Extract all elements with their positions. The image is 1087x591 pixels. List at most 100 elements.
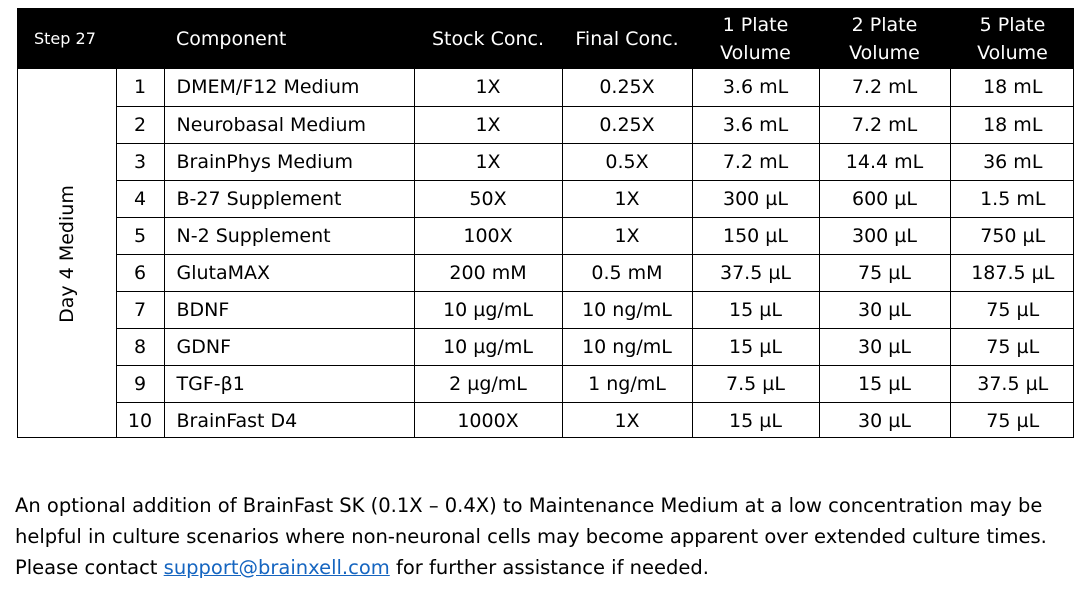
final-conc: 1X: [561, 180, 692, 218]
stock-conc: 1X: [413, 69, 562, 107]
table-row: 2 Neurobasal Medium 1X 0.25X 3.6 mL 7.2 …: [18, 106, 1073, 144]
row-number: 2: [115, 106, 164, 144]
component-name: TGF-β1: [163, 365, 414, 403]
plate1-volume: 300 µL: [691, 180, 819, 218]
plate2-volume: 15 µL: [818, 365, 950, 403]
plate2-volume-header: 2 Plate Volume: [819, 9, 950, 69]
stock-conc: 50X: [413, 180, 562, 218]
plate1-volume: 15 µL: [691, 291, 819, 329]
final-conc: 10 ng/mL: [561, 291, 692, 329]
table-row: 5 N-2 Supplement 100X 1X 150 µL 300 µL 7…: [18, 217, 1073, 255]
row-number: 3: [115, 143, 164, 181]
plate2-header-line2: Volume: [849, 42, 920, 64]
final-conc: 1X: [561, 217, 692, 255]
plate1-volume: 7.2 mL: [691, 143, 819, 181]
stock-conc: 200 mM: [413, 254, 562, 292]
component-name: GlutaMAX: [163, 254, 414, 292]
plate5-volume-header: 5 Plate Volume: [950, 9, 1073, 69]
stock-conc-header: Stock Conc.: [431, 28, 545, 50]
component-name: DMEM/F12 Medium: [163, 69, 414, 107]
plate1-volume: 37.5 µL: [691, 254, 819, 292]
note-paragraph: An optional addition of BrainFast SK (0.…: [15, 490, 1075, 583]
component-name: GDNF: [163, 328, 414, 366]
plate2-volume: 7.2 mL: [818, 69, 950, 107]
day4-medium-label: Day 4 Medium: [55, 185, 78, 323]
plate1-volume-header: 1 Plate Volume: [692, 9, 819, 69]
stock-conc: 100X: [413, 217, 562, 255]
row-number: 7: [115, 291, 164, 329]
final-conc: 1 ng/mL: [561, 365, 692, 403]
final-conc-header: Final Conc.: [575, 28, 679, 50]
row-number: 6: [115, 254, 164, 292]
component-header: Component: [176, 28, 287, 50]
plate5-volume: 37.5 µL: [949, 365, 1073, 403]
final-conc: 10 ng/mL: [561, 328, 692, 366]
stock-conc: 1X: [413, 106, 562, 144]
table-row: 4 B-27 Supplement 50X 1X 300 µL 600 µL 1…: [18, 180, 1073, 218]
plate1-header-line2: Volume: [720, 42, 791, 64]
plate5-volume: 75 µL: [949, 402, 1073, 437]
component-name: B-27 Supplement: [163, 180, 414, 218]
plate1-header-line1: 1 Plate: [722, 14, 789, 36]
step-header: Step 27: [34, 29, 96, 48]
plate5-volume: 18 mL: [949, 106, 1073, 144]
row-number: 1: [115, 69, 164, 107]
component-name: N-2 Supplement: [163, 217, 414, 255]
plate2-volume: 7.2 mL: [818, 106, 950, 144]
table-row: 3 BrainPhys Medium 1X 0.5X 7.2 mL 14.4 m…: [18, 143, 1073, 181]
stock-conc: 1X: [413, 143, 562, 181]
note-text-after: for further assistance if needed.: [389, 556, 709, 579]
plate1-volume: 150 µL: [691, 217, 819, 255]
final-conc: 0.5 mM: [561, 254, 692, 292]
side-label-cell: Day 4 Medium: [18, 69, 117, 437]
plate5-volume: 750 µL: [949, 217, 1073, 255]
plate2-volume: 30 µL: [818, 328, 950, 366]
day4-medium-table: Step 27 Component Stock Conc. Final Conc…: [18, 9, 1073, 437]
plate2-header-line1: 2 Plate: [851, 14, 918, 36]
plate2-volume: 600 µL: [818, 180, 950, 218]
plate5-volume: 75 µL: [949, 328, 1073, 366]
plate1-volume: 7.5 µL: [691, 365, 819, 403]
note-text-before: An optional addition of BrainFast SK (0.…: [15, 494, 1047, 579]
table-row: 6 GlutaMAX 200 mM 0.5 mM 37.5 µL 75 µL 1…: [18, 254, 1073, 292]
component-name: BrainFast D4: [163, 402, 414, 437]
stock-conc: 2 µg/mL: [413, 365, 562, 403]
support-email-link[interactable]: support@brainxell.com: [163, 556, 390, 579]
row-number: 4: [115, 180, 164, 218]
component-name: BrainPhys Medium: [163, 143, 414, 181]
stock-conc: 10 µg/mL: [413, 291, 562, 329]
table-header-row: Step 27 Component Stock Conc. Final Conc…: [18, 9, 1073, 69]
plate5-volume: 18 mL: [949, 69, 1073, 107]
plate2-volume: 75 µL: [818, 254, 950, 292]
plate1-volume: 15 µL: [691, 402, 819, 437]
final-conc: 0.25X: [561, 106, 692, 144]
table-row: Day 4 Medium 1 DMEM/F12 Medium 1X 0.25X …: [18, 69, 1073, 437]
row-number: 5: [115, 217, 164, 255]
stock-conc: 10 µg/mL: [413, 328, 562, 366]
row-number: 8: [115, 328, 164, 366]
plate1-volume: 3.6 mL: [691, 69, 819, 107]
row-number: 10: [115, 402, 164, 437]
table-body: Day 4 Medium 1 DMEM/F12 Medium 1X 0.25X …: [18, 69, 1073, 437]
plate2-volume: 300 µL: [818, 217, 950, 255]
component-name: Neurobasal Medium: [163, 106, 414, 144]
component-name: BDNF: [163, 291, 414, 329]
plate1-volume: 15 µL: [691, 328, 819, 366]
final-conc: 0.5X: [561, 143, 692, 181]
plate2-volume: 14.4 mL: [818, 143, 950, 181]
medium-table-container: Step 27 Component Stock Conc. Final Conc…: [17, 8, 1074, 438]
plate5-header-line2: Volume: [977, 42, 1048, 64]
plate1-volume: 3.6 mL: [691, 106, 819, 144]
plate5-volume: 187.5 µL: [949, 254, 1073, 292]
plate2-volume: 30 µL: [818, 402, 950, 437]
row-number: 9: [115, 365, 164, 403]
number-header: [116, 9, 164, 69]
plate5-volume: 75 µL: [949, 291, 1073, 329]
table-row: 9 TGF-β1 2 µg/mL 1 ng/mL 7.5 µL 15 µL 37…: [18, 365, 1073, 403]
final-conc: 0.25X: [561, 69, 692, 107]
plate2-volume: 30 µL: [818, 291, 950, 329]
table-row: 8 GDNF 10 µg/mL 10 ng/mL 15 µL 30 µL 75 …: [18, 328, 1073, 366]
table-row: 7 BDNF 10 µg/mL 10 ng/mL 15 µL 30 µL 75 …: [18, 291, 1073, 329]
plate5-volume: 36 mL: [949, 143, 1073, 181]
plate5-header-line1: 5 Plate: [979, 14, 1046, 36]
